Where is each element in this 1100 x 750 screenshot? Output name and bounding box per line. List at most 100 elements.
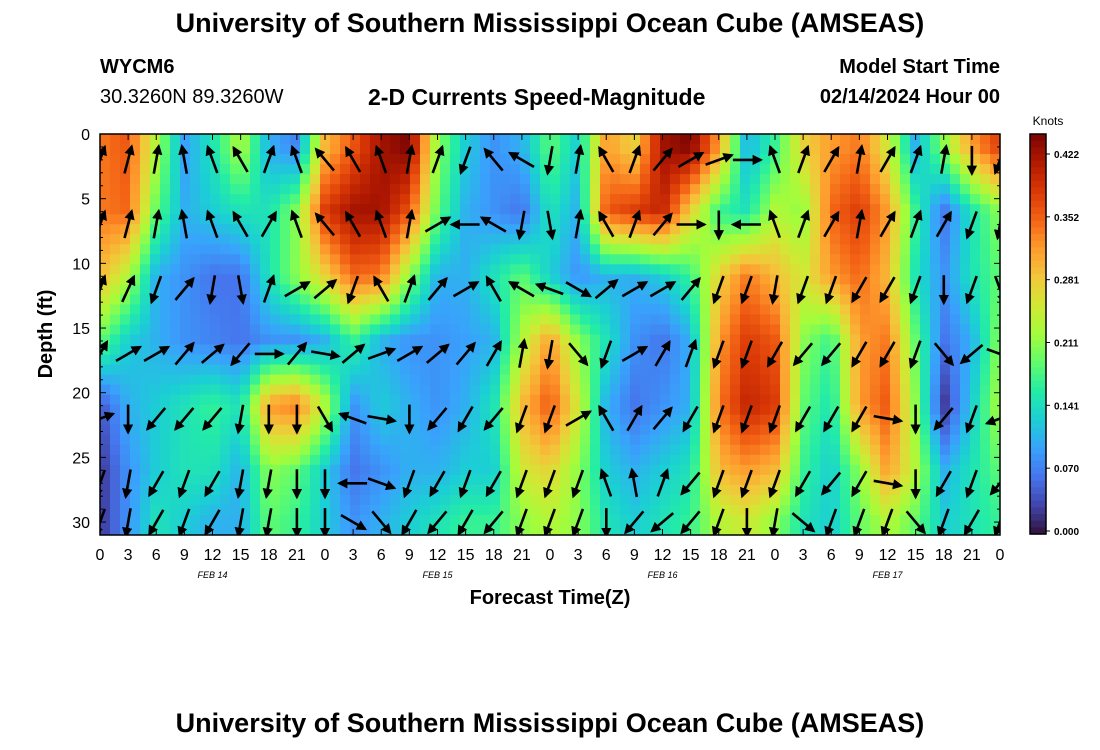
heatmap-cell xyxy=(480,384,491,396)
heatmap-cell xyxy=(240,364,251,376)
heatmap-cell xyxy=(210,514,221,526)
current-vector-arrow xyxy=(290,144,303,174)
heatmap-cell xyxy=(120,204,131,215)
heatmap-cell xyxy=(530,314,541,326)
heatmap-cell xyxy=(310,514,321,526)
current-vector-arrow xyxy=(458,146,472,175)
heatmap-cell xyxy=(900,524,911,535)
heatmap-cell xyxy=(700,344,711,356)
heatmap-cell xyxy=(330,334,341,346)
heatmap-cell xyxy=(610,284,621,295)
heatmap-cell xyxy=(410,364,421,376)
heatmap-cell xyxy=(370,494,381,506)
heatmap-cell xyxy=(700,454,711,466)
heatmap-cell xyxy=(930,374,941,386)
heatmap-cell xyxy=(800,234,811,245)
heatmap-cell xyxy=(120,234,131,245)
current-vector-arrow xyxy=(965,275,978,305)
heatmap-cell xyxy=(240,254,251,265)
heatmap-cell xyxy=(370,134,381,145)
current-vector-arrow xyxy=(768,469,782,499)
heatmap-cell xyxy=(970,234,981,245)
x-tick-label: 15 xyxy=(457,547,475,564)
heatmap-cell xyxy=(630,504,641,516)
heatmap-cell xyxy=(360,194,371,205)
heatmap-cell xyxy=(210,424,221,436)
heatmap-cell xyxy=(500,294,511,306)
heatmap-cell xyxy=(540,204,551,215)
heatmap-cell xyxy=(360,414,371,426)
heatmap-cell xyxy=(420,344,431,356)
heatmap-cell xyxy=(590,194,601,205)
heatmap-cell xyxy=(280,514,291,526)
heatmap-cell xyxy=(620,144,631,155)
heatmap-cell xyxy=(400,304,411,316)
heatmap-cell xyxy=(430,494,441,506)
heatmap-cell xyxy=(860,254,871,265)
heatmap-cell xyxy=(900,204,911,215)
heatmap-cell xyxy=(610,304,621,316)
heatmap-cell xyxy=(410,134,421,145)
heatmap-cell xyxy=(730,234,741,245)
heatmap-cell xyxy=(900,484,911,496)
heatmap-cell xyxy=(690,324,701,336)
heatmap-cell xyxy=(930,134,941,145)
heatmap-cell xyxy=(460,444,471,456)
heatmap-cell xyxy=(860,154,871,165)
heatmap-cell xyxy=(510,394,521,406)
heatmap-cell xyxy=(360,134,371,145)
heatmap-cell xyxy=(140,174,151,185)
heatmap-cell xyxy=(760,314,771,326)
heatmap-cell xyxy=(620,274,631,285)
heatmap-cell xyxy=(810,164,821,175)
heatmap-cell xyxy=(440,454,451,466)
heatmap-cell xyxy=(260,264,271,275)
heatmap-cell xyxy=(330,454,341,466)
heatmap-cell xyxy=(520,134,531,145)
heatmap-cell xyxy=(590,444,601,456)
heatmap-cell xyxy=(660,364,671,376)
heatmap-cell xyxy=(590,324,601,336)
heatmap-cell xyxy=(220,374,231,386)
heatmap-cell xyxy=(630,384,641,396)
heatmap-cell xyxy=(890,204,901,215)
heatmap-cell xyxy=(530,304,541,316)
current-vector-arrow xyxy=(933,407,954,431)
current-vector-arrow xyxy=(797,209,810,239)
heatmap-cell xyxy=(590,304,601,316)
heatmap-cell xyxy=(830,254,841,265)
heatmap-cell xyxy=(860,474,871,486)
heatmap-cell xyxy=(940,264,951,275)
heatmap-cell xyxy=(870,524,881,535)
heatmap-cell xyxy=(450,434,461,446)
colorbar-band xyxy=(1030,187,1046,195)
heatmap-cell xyxy=(540,334,551,346)
heatmap-cell xyxy=(260,514,271,526)
heatmap-cell xyxy=(430,134,441,145)
heatmap-cell xyxy=(420,334,431,346)
heatmap-cell xyxy=(760,304,771,316)
heatmap-cell xyxy=(780,234,791,245)
heatmap-cell xyxy=(530,224,541,235)
heatmap-cell xyxy=(510,254,521,265)
heatmap-cell xyxy=(600,394,611,406)
heatmap-cell xyxy=(650,144,661,155)
colorbar-band xyxy=(1030,320,1046,328)
heatmap-cell xyxy=(370,264,381,275)
heatmap-cell xyxy=(100,434,111,446)
heatmap-cell xyxy=(750,224,761,235)
heatmap-cell xyxy=(280,414,291,426)
heatmap-cell xyxy=(500,364,511,376)
heatmap-cell xyxy=(480,324,491,336)
heatmap-cell xyxy=(830,234,841,245)
heatmap-cell xyxy=(390,454,401,466)
heatmap-cell xyxy=(940,274,951,285)
heatmap-cell xyxy=(810,394,821,406)
heatmap-cell xyxy=(970,184,981,195)
heatmap-cell xyxy=(550,364,561,376)
heatmap-cell xyxy=(540,474,551,486)
heatmap-cell xyxy=(330,164,341,175)
heatmap-cell xyxy=(590,284,601,295)
heatmap-cell xyxy=(680,374,691,386)
heatmap-cell xyxy=(590,434,601,446)
